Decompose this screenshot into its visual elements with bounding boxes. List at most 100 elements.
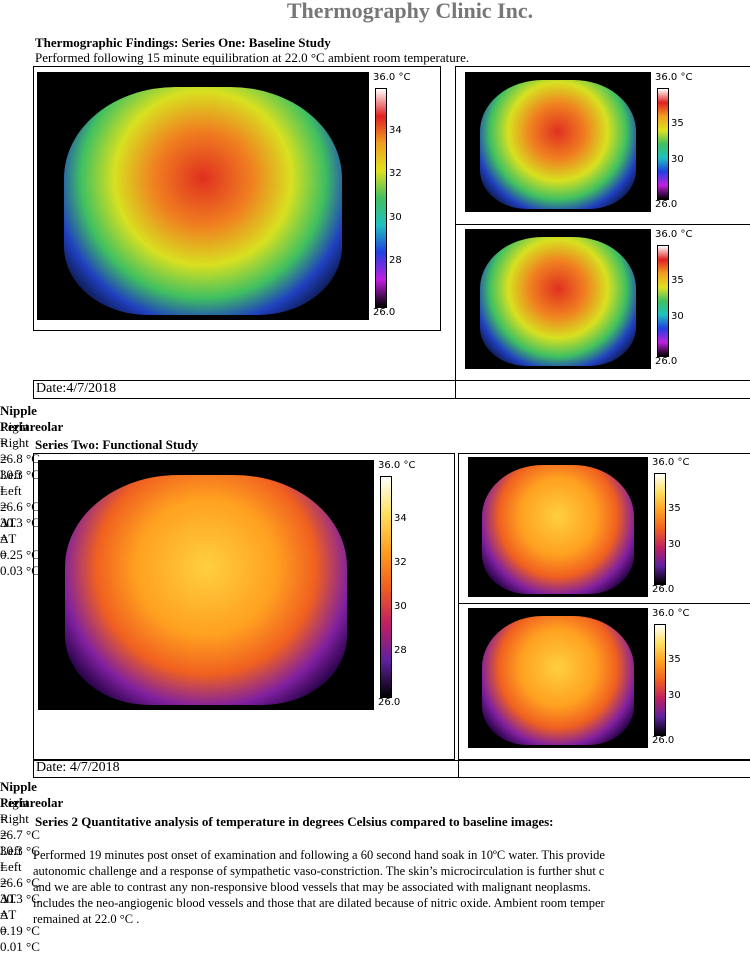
- cell: 0.03 °C: [0, 563, 40, 578]
- cell: =: [0, 923, 8, 938]
- scale-tick-label: 30: [671, 311, 684, 323]
- thermal-pattern: [479, 80, 637, 210]
- findings-row: Periareolar Right = 30.3 °C Left = 30.3 °C ΔT = 0…: [0, 795, 63, 955]
- image-frame: [33, 66, 441, 331]
- cell: Left: [0, 483, 22, 498]
- divider: [455, 224, 750, 225]
- cell: =: [0, 875, 8, 890]
- cell: 26.8 °C: [0, 451, 40, 466]
- thermal-image: [468, 457, 648, 597]
- scale-max-label: 36.0 °C: [652, 608, 690, 619]
- cell: Right: [0, 435, 29, 450]
- thermal-pattern: [482, 465, 634, 595]
- analysis-title: Series 2 Quantitative analysis of temper…: [35, 814, 554, 829]
- series1-date: Date:4/7/2018: [36, 381, 117, 396]
- scale-tick-label: 34: [389, 124, 402, 136]
- scale-min-label: 26.0: [652, 584, 675, 595]
- cell: 30.3 °C: [0, 843, 40, 858]
- cell: Periareolar: [0, 419, 64, 434]
- text-line: and we are able to contrast any non-resp…: [33, 880, 591, 894]
- scale-min-label: 26.0: [655, 199, 678, 210]
- cell: ΔT: [0, 907, 17, 922]
- cell: Nipple: [0, 403, 37, 418]
- cell: =: [0, 451, 8, 466]
- cell: =: [0, 547, 8, 562]
- color-scale: [654, 624, 666, 736]
- scale-min-label: 26.0: [652, 735, 675, 746]
- scale-tick-label: 30: [671, 154, 684, 166]
- series1-title: Thermographic Findings: Series One: Base…: [35, 35, 331, 50]
- cell: 26.6 °C: [0, 499, 40, 514]
- cell: =: [0, 435, 8, 450]
- cell: 0.01 °C: [0, 939, 40, 954]
- cell: Right: [0, 795, 29, 810]
- scale-tick-label: 32: [394, 557, 407, 568]
- color-scale: [375, 88, 387, 308]
- image-frame: [33, 453, 455, 760]
- text-line: Performed 19 minutes post onset of exami…: [33, 848, 605, 862]
- series2-title: Series Two: Functional Study: [35, 437, 199, 452]
- scale-tick-label: 34: [394, 513, 407, 524]
- cell: =: [0, 859, 8, 874]
- scale-min-label: 26.0: [378, 697, 401, 708]
- cell: 26.7 °C: [0, 827, 40, 842]
- cell: Left: [0, 843, 22, 858]
- cell: =: [0, 811, 8, 826]
- cell: ΔT: [0, 515, 17, 530]
- clinic-title: Thermography Clinic Inc.: [286, 0, 534, 23]
- scale-max-label: 36.0 °C: [655, 229, 693, 240]
- cell: Left: [0, 467, 22, 482]
- divider: [458, 603, 750, 604]
- scale-tick-label: 28: [389, 255, 402, 267]
- scale-min-label: 26.0: [655, 356, 678, 367]
- scale-tick-label: 32: [389, 168, 402, 180]
- scale-tick-label: 30: [394, 601, 407, 612]
- text-line: includes the neo-angiogenic blood vessel…: [33, 896, 605, 910]
- cell: Right: [0, 419, 29, 434]
- thermal-pattern: [479, 237, 637, 367]
- thermal-pattern: [482, 616, 634, 746]
- cell: =: [0, 827, 8, 842]
- thermal-image: [465, 72, 651, 212]
- text-line: remained at 22.0 °C .: [33, 912, 140, 926]
- image-frame: [458, 453, 750, 760]
- scale-tick-label: 35: [668, 502, 681, 514]
- date-row: [33, 760, 750, 778]
- thermal-image: [37, 72, 369, 320]
- scale-min-label: 26.0: [373, 307, 396, 318]
- scale-max-label: 36.0 °C: [652, 457, 690, 468]
- cell: =: [0, 531, 8, 546]
- cell: 26.6 °C: [0, 875, 40, 890]
- scale-tick-label: 35: [668, 653, 681, 665]
- cell: 30.3 °C: [0, 515, 40, 530]
- findings-row: Nipple Right = 26.7 °C Left = 26.6 °C ΔT = 0.19 °…: [0, 779, 40, 939]
- text-line: autonomic challenge and a response of sy…: [33, 864, 605, 878]
- color-scale: [380, 476, 392, 698]
- cell: Nipple: [0, 779, 37, 794]
- thermal-image: [468, 608, 648, 748]
- color-scale: [654, 473, 666, 585]
- findings-row: Nipple Right = 26.8 °C Left = 26.6 °C ΔT = 0.25 °…: [0, 403, 40, 563]
- thermal-image: [465, 229, 651, 369]
- scale-tick-label: 30: [668, 690, 681, 702]
- cell: =: [0, 483, 8, 498]
- cell: 0.25 °C: [0, 547, 40, 562]
- color-scale: [657, 245, 669, 357]
- cell: Left: [0, 859, 22, 874]
- cell: ΔT: [0, 531, 17, 546]
- color-scale: [657, 88, 669, 200]
- divider: [458, 760, 459, 778]
- scale-max-label: 36.0 °C: [373, 72, 411, 83]
- cell: Right: [0, 811, 29, 826]
- cell: 0.19 °C: [0, 923, 40, 938]
- scale-tick-label: 35: [671, 117, 684, 129]
- series1-subtitle: Performed following 15 minute equilibrat…: [35, 50, 470, 65]
- thermal-pattern: [64, 475, 348, 705]
- scale-tick-label: 30: [668, 539, 681, 551]
- scale-max-label: 36.0 °C: [655, 72, 693, 83]
- cell: Periareolar: [0, 795, 64, 810]
- cell: 30.3 °C: [0, 891, 40, 906]
- thermal-pattern: [63, 86, 343, 316]
- cell: 30.3 °C: [0, 467, 40, 482]
